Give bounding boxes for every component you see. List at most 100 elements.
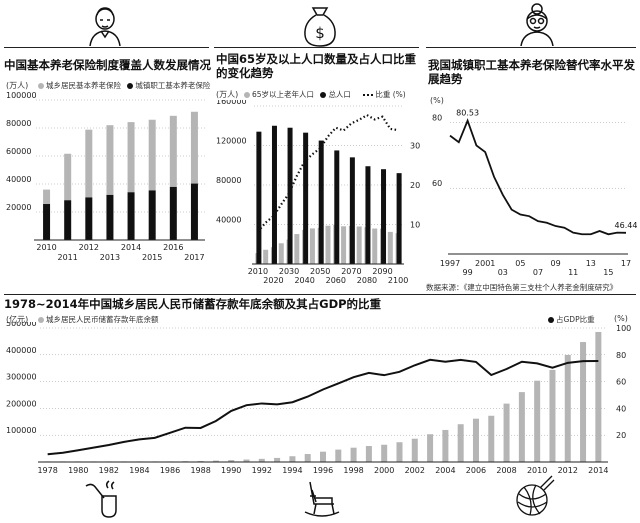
- bar-elderly: [325, 225, 331, 264]
- bar-total: [271, 125, 277, 264]
- bar-elderly: [341, 226, 347, 264]
- replacement-rate-line: [449, 118, 627, 236]
- x-tick-label: 99: [463, 268, 473, 277]
- bar-savings: [411, 438, 418, 462]
- coverage-chart: 2000040000600008000010000020102011201220…: [6, 92, 205, 262]
- bar-savings: [472, 418, 479, 462]
- bar-elderly: [387, 231, 393, 264]
- panel3-rule: [426, 47, 636, 48]
- x-tick-label: 2011: [58, 253, 78, 262]
- elderly-woman-icon: [520, 3, 554, 46]
- ratio-line: [257, 113, 399, 233]
- legend-swatch-black: [127, 82, 134, 89]
- x-tick-label: 2013: [100, 253, 120, 262]
- bar-savings: [503, 403, 510, 462]
- svg-text:$: $: [315, 24, 325, 42]
- x-tick-label: 2012: [558, 466, 578, 475]
- bar-total: [287, 127, 293, 264]
- bar-savings: [212, 460, 219, 462]
- x-tick-label: 2001: [475, 259, 495, 268]
- y-tick-label: 80000: [6, 119, 31, 128]
- legend-label-residents: 城乡居民基本养老保险: [46, 81, 121, 90]
- bar-elderly: [309, 228, 315, 264]
- bar-savings: [396, 442, 403, 462]
- x-tick-label: 2012: [79, 243, 99, 252]
- bar-workers: [43, 204, 51, 240]
- money-bag-icon: $: [304, 7, 336, 47]
- x-tick-label: 15: [603, 268, 613, 277]
- aging-population-chart: 4000080000120000160000102030201020202030…: [216, 100, 420, 285]
- x-tick-label: 2002: [405, 466, 425, 475]
- y-tick-label-right: 100: [616, 324, 631, 333]
- savings-gdp-chart: 100000 200000 300000 400000 500000 20 40 60 80 10…: [6, 322, 631, 475]
- x-tick-label: 05: [515, 259, 525, 268]
- bar-savings: [228, 460, 235, 462]
- panel1-legend: 城乡居民基本养老保险 城镇职工基本养老保险: [34, 80, 210, 91]
- bar-elderly: [278, 243, 284, 264]
- y-tick-label-left: 100000: [6, 426, 37, 435]
- y-tick-label-left: 160000: [216, 100, 247, 106]
- bar-residents: [106, 125, 114, 195]
- bar-savings: [564, 354, 571, 462]
- bar-workers: [85, 197, 93, 240]
- x-tick-label: 1996: [313, 466, 333, 475]
- y-tick-label: 60: [432, 179, 442, 188]
- bar-savings: [580, 342, 587, 462]
- legend-swatch-gray: [38, 82, 44, 89]
- bar-savings: [320, 451, 326, 462]
- x-tick-label: 1988: [190, 466, 210, 475]
- bar-total: [334, 150, 340, 264]
- bar-residents: [43, 189, 51, 205]
- x-tick-label: 1984: [129, 466, 149, 475]
- y-tick-label-right: 20: [616, 431, 626, 440]
- bar-total: [365, 166, 371, 264]
- y-tick-label-right: 80: [616, 351, 626, 360]
- legend-swatch-dotted: [363, 93, 374, 96]
- bar-residents: [85, 129, 93, 198]
- x-tick-label: 2010: [248, 267, 268, 276]
- bar-savings: [534, 380, 541, 462]
- gdp-ratio-line: [47, 358, 599, 456]
- x-tick-label: 2030: [279, 267, 299, 276]
- x-tick-label: 2100: [388, 276, 408, 285]
- panel4-title: 1978~2014年中国城乡居民人民币储蓄存款年底余额及其占GDP的比重: [4, 297, 382, 311]
- bar-savings: [335, 449, 342, 462]
- x-tick-label: 1980: [68, 466, 88, 475]
- x-tick-label: 2004: [435, 466, 455, 475]
- x-tick-label: 07: [533, 268, 543, 277]
- bar-elderly: [263, 249, 269, 264]
- x-tick-label: 2040: [294, 276, 314, 285]
- bar-savings: [442, 429, 449, 462]
- data-label: 80.53: [456, 109, 479, 118]
- legend-swatch-gray: [38, 316, 44, 323]
- yarn-ball-icon: [516, 475, 555, 516]
- bar-residents: [64, 153, 72, 201]
- bar-residents: [190, 111, 198, 184]
- x-tick-label: 11: [568, 268, 578, 277]
- legend-swatch-gray: [244, 91, 250, 98]
- panel4-unit-left: (亿元): [6, 315, 29, 324]
- y-tick-label: 20000: [6, 203, 31, 212]
- x-tick-label: 1994: [282, 466, 302, 475]
- legend-label-workers: 城镇职工基本养老保险: [135, 81, 211, 90]
- data-label: 46.44: [615, 221, 638, 230]
- x-tick-label: 1978: [37, 466, 57, 475]
- x-tick-label: 2006: [466, 466, 486, 475]
- bar-savings: [488, 415, 495, 462]
- panel1-rule: [4, 47, 209, 48]
- panel2-legend: 65岁以上老年人口 总人口 比重 (%): [240, 89, 406, 100]
- x-tick-label: 2000: [374, 466, 394, 475]
- x-tick-label: 17: [621, 259, 631, 268]
- bar-total: [349, 157, 355, 264]
- bar-workers: [106, 194, 114, 240]
- panel4-unit-right: (%): [614, 314, 628, 323]
- bar-total: [396, 173, 402, 264]
- x-tick-label: 2060: [326, 276, 346, 285]
- panel4-rule: [4, 294, 636, 295]
- bar-elderly: [356, 226, 362, 264]
- x-tick-label: 2070: [341, 267, 361, 276]
- x-tick-label: 2020: [263, 276, 283, 285]
- legend-swatch-black: [320, 91, 327, 98]
- legend-label-gdp: 占GDP比重: [556, 315, 595, 324]
- bar-savings: [350, 447, 357, 462]
